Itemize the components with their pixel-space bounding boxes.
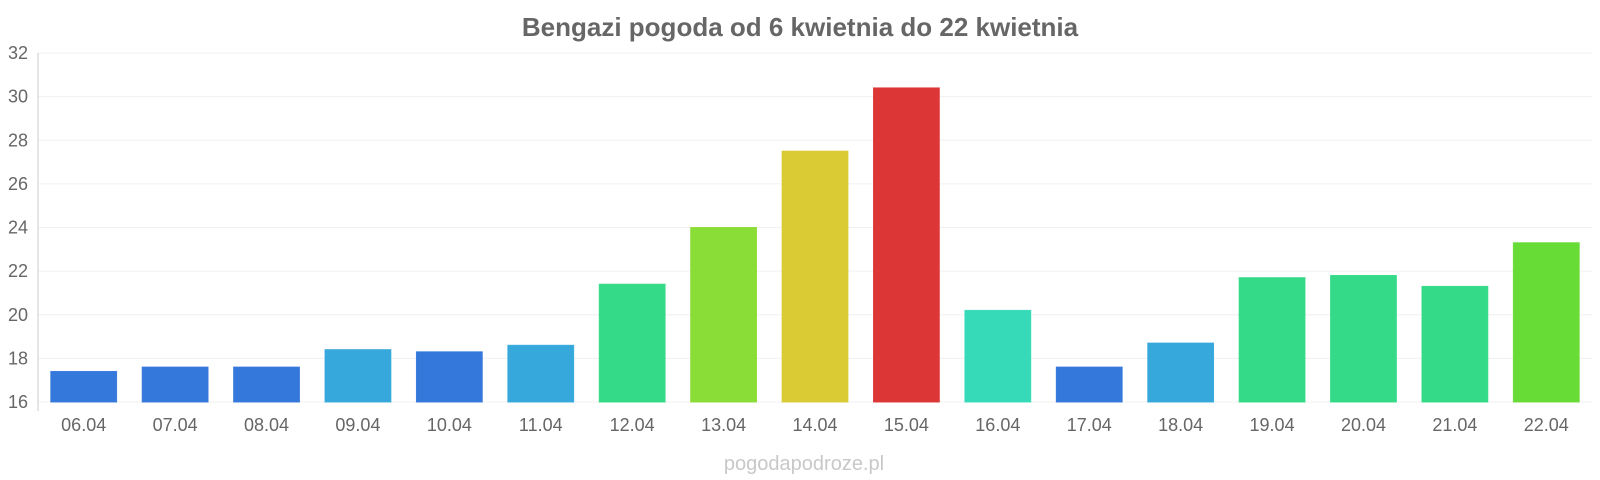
- y-tick-label: 28: [8, 130, 28, 150]
- x-tick-label: 19.04: [1250, 415, 1295, 435]
- bar-11-04: [507, 344, 575, 403]
- bar-18-04: [1147, 342, 1215, 403]
- x-tick-label: 20.04: [1341, 415, 1386, 435]
- footer-watermark: pogodapodroze.pl: [724, 453, 884, 475]
- x-tick-label: 12.04: [610, 415, 655, 435]
- chart-title: Bengazi pogoda od 6 kwietnia do 22 kwiet…: [522, 12, 1079, 42]
- x-tick-label: 11.04: [519, 415, 563, 435]
- bars: [50, 87, 1580, 403]
- bar-13-04: [690, 227, 757, 403]
- bar-19-04: [1238, 277, 1306, 403]
- x-tick-label: 10.04: [427, 415, 472, 435]
- bar-09-04: [324, 349, 392, 403]
- x-tick-label: 14.04: [792, 415, 837, 435]
- x-axis-ticks: 06.04 07.04 08.04 09.04 10.04 11.04 12.04 13.04…: [61, 415, 1569, 435]
- bar-08-04: [233, 366, 300, 403]
- bar-22-04: [1512, 242, 1580, 403]
- y-tick-label: 30: [8, 87, 28, 107]
- y-tick-label: 24: [8, 218, 28, 238]
- y-axis-ticks: 16 18 20 22 24 26 28 30 32: [8, 43, 28, 412]
- y-tick-label: 22: [8, 261, 28, 281]
- y-tick-label: 20: [8, 305, 28, 325]
- bar-10-04: [415, 351, 483, 403]
- bar-21-04: [1421, 285, 1489, 403]
- bar-15-04: [873, 87, 940, 403]
- x-tick-label: 09.04: [335, 415, 380, 435]
- bar-14-04: [781, 150, 849, 403]
- bar-17-04: [1055, 366, 1123, 403]
- x-tick-label: 15.04: [884, 415, 929, 435]
- x-tick-label: 18.04: [1158, 415, 1203, 435]
- y-tick-label: 26: [8, 174, 28, 194]
- x-tick-label: 22.04: [1524, 415, 1569, 435]
- x-tick-label: 21.04: [1432, 415, 1477, 435]
- y-tick-label: 32: [8, 43, 28, 63]
- x-tick-label: 08.04: [244, 415, 289, 435]
- bar-07-04: [141, 366, 209, 403]
- x-tick-label: 16.04: [975, 415, 1020, 435]
- x-tick-label: 17.04: [1067, 415, 1112, 435]
- x-tick-label: 07.04: [153, 415, 198, 435]
- y-tick-label: 16: [8, 392, 28, 412]
- bar-12-04: [598, 283, 666, 403]
- y-tick-label: 18: [8, 348, 28, 368]
- x-tick-label: 13.04: [701, 415, 746, 435]
- bar-16-04: [964, 309, 1032, 403]
- x-tick-label: 06.04: [61, 415, 106, 435]
- bar-06-04: [50, 370, 118, 403]
- bar-20-04: [1330, 274, 1397, 403]
